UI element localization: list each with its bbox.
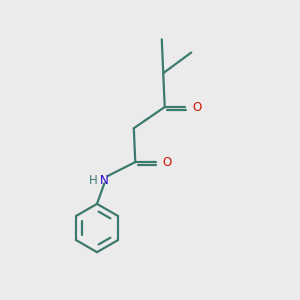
Text: H: H — [89, 174, 98, 188]
Text: N: N — [100, 174, 109, 188]
Text: O: O — [163, 156, 172, 169]
Text: O: O — [192, 100, 201, 113]
